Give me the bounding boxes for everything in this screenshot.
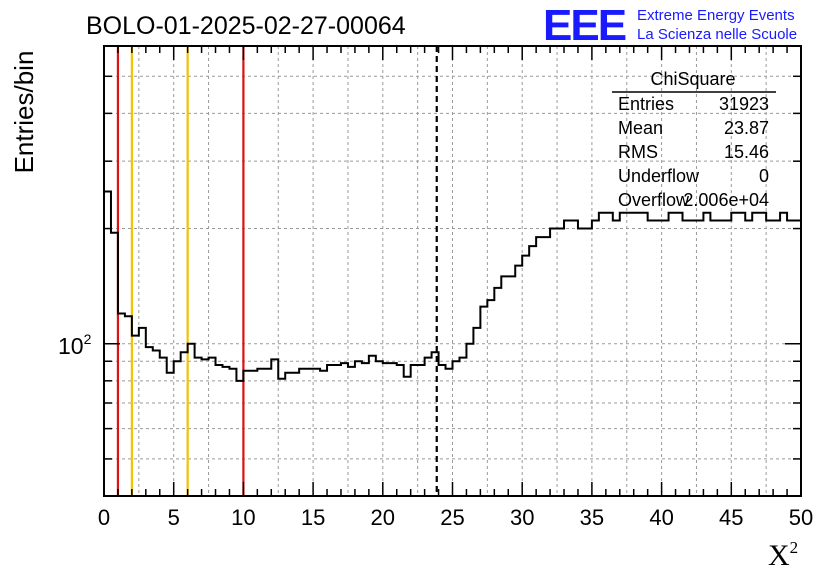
stats-value: 31923 [719,94,769,114]
x-tick-label: 25 [440,505,464,530]
histogram-outline [104,190,801,382]
logo-line-2: La Scienza nelle Scuole [637,26,797,43]
eee-logo: EEE Extreme Energy Events La Scienza nel… [543,1,797,50]
stats-title: ChiSquare [650,69,735,89]
stats-label: Mean [618,118,663,138]
grid-lines [104,46,801,496]
x-tick-label: 15 [301,505,325,530]
y-axis-label: Entries/bin [9,51,39,174]
x-tick-label: 20 [371,505,395,530]
x-tick-label: 10 [231,505,255,530]
x-tick-label: 50 [789,505,813,530]
x-axis-label: X2 [768,538,798,572]
stats-label: Underflow [618,166,700,186]
y-tick-label-exponent: 2 [84,331,92,347]
chart-title: BOLO-01-2025-02-27-00064 [86,12,406,40]
stats-value: 2.006e+04 [683,190,769,210]
stats-label: Overflow [618,190,690,210]
stats-value: 15.46 [724,142,769,162]
y-tick-label-base: 10 [58,333,84,359]
x-tick-label: 45 [719,505,743,530]
x-tick-labels: 0 5 10 15 20 25 30 35 40 45 50 [98,505,813,530]
eee-logo-mark: EEE [543,1,626,50]
stats-value: 23.87 [724,118,769,138]
x-axis-label-superscript: 2 [790,538,799,557]
x-tick-label: 0 [98,505,110,530]
stats-box: ChiSquare Entries 31923 Mean 23.87 RMS 15.46 U… [612,69,776,210]
stats-label: RMS [618,142,658,162]
stats-value: 0 [759,166,769,186]
x-tick-label: 40 [649,505,673,530]
y-tick-label-100: 102 [58,331,92,359]
logo-line-1: Extreme Energy Events [637,7,795,24]
stats-label: Entries [618,94,674,114]
x-axis-label-base: X [768,539,790,572]
x-tick-label: 30 [510,505,534,530]
x-tick-label: 35 [580,505,604,530]
axes-frame [103,45,802,497]
x-tick-label: 5 [168,505,180,530]
